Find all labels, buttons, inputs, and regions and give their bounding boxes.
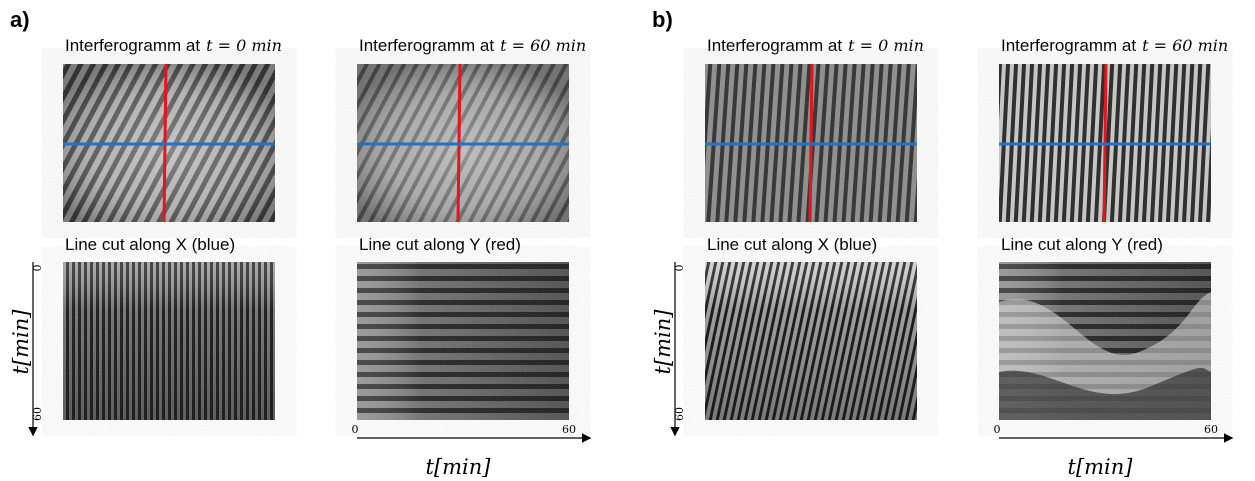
cut-title: Line cut along X (blue) [707,235,877,254]
image-title: Interferogramm at t = 0 min [65,36,282,55]
axis-end: 60 [562,423,576,436]
axis-start: 0 [994,423,1001,436]
axis-label: t[min] [426,455,492,479]
title-text: Interferogramm at [1001,36,1136,55]
cut-noise [999,262,1211,420]
title-time: t = 0 min [848,36,924,55]
cut-noise [705,262,917,420]
panel-label: b) [652,7,673,32]
axis-label: t[min] [9,309,33,375]
axis-start: 0 [352,423,359,436]
axis-end: 60 [1204,423,1218,436]
title-text: Interferogramm at [65,36,200,55]
image-title: Interferogramm at t = 0 min [707,36,924,55]
cut-noise [357,262,569,420]
title-time: t = 60 min [500,36,586,55]
image-title: Interferogramm at t = 60 min [1001,36,1228,55]
axis-label: t[min] [651,309,675,375]
axis-start: 0 [31,265,44,272]
cut-title: Line cut along X (blue) [65,235,235,254]
image-title: Interferogramm at t = 60 min [359,36,586,55]
title-time: t = 0 min [206,36,282,55]
cut-title: Line cut along Y (red) [359,235,521,254]
axis-end: 60 [31,407,44,421]
title-time: t = 60 min [1142,36,1228,55]
panel-label: a) [10,7,30,32]
axis-end: 60 [673,407,686,421]
cut-title: Line cut along Y (red) [1001,235,1163,254]
cut-noise [63,262,275,420]
axis-start: 0 [673,265,686,272]
title-text: Interferogramm at [359,36,494,55]
title-text: Interferogramm at [707,36,842,55]
axis-label: t[min] [1068,455,1134,479]
